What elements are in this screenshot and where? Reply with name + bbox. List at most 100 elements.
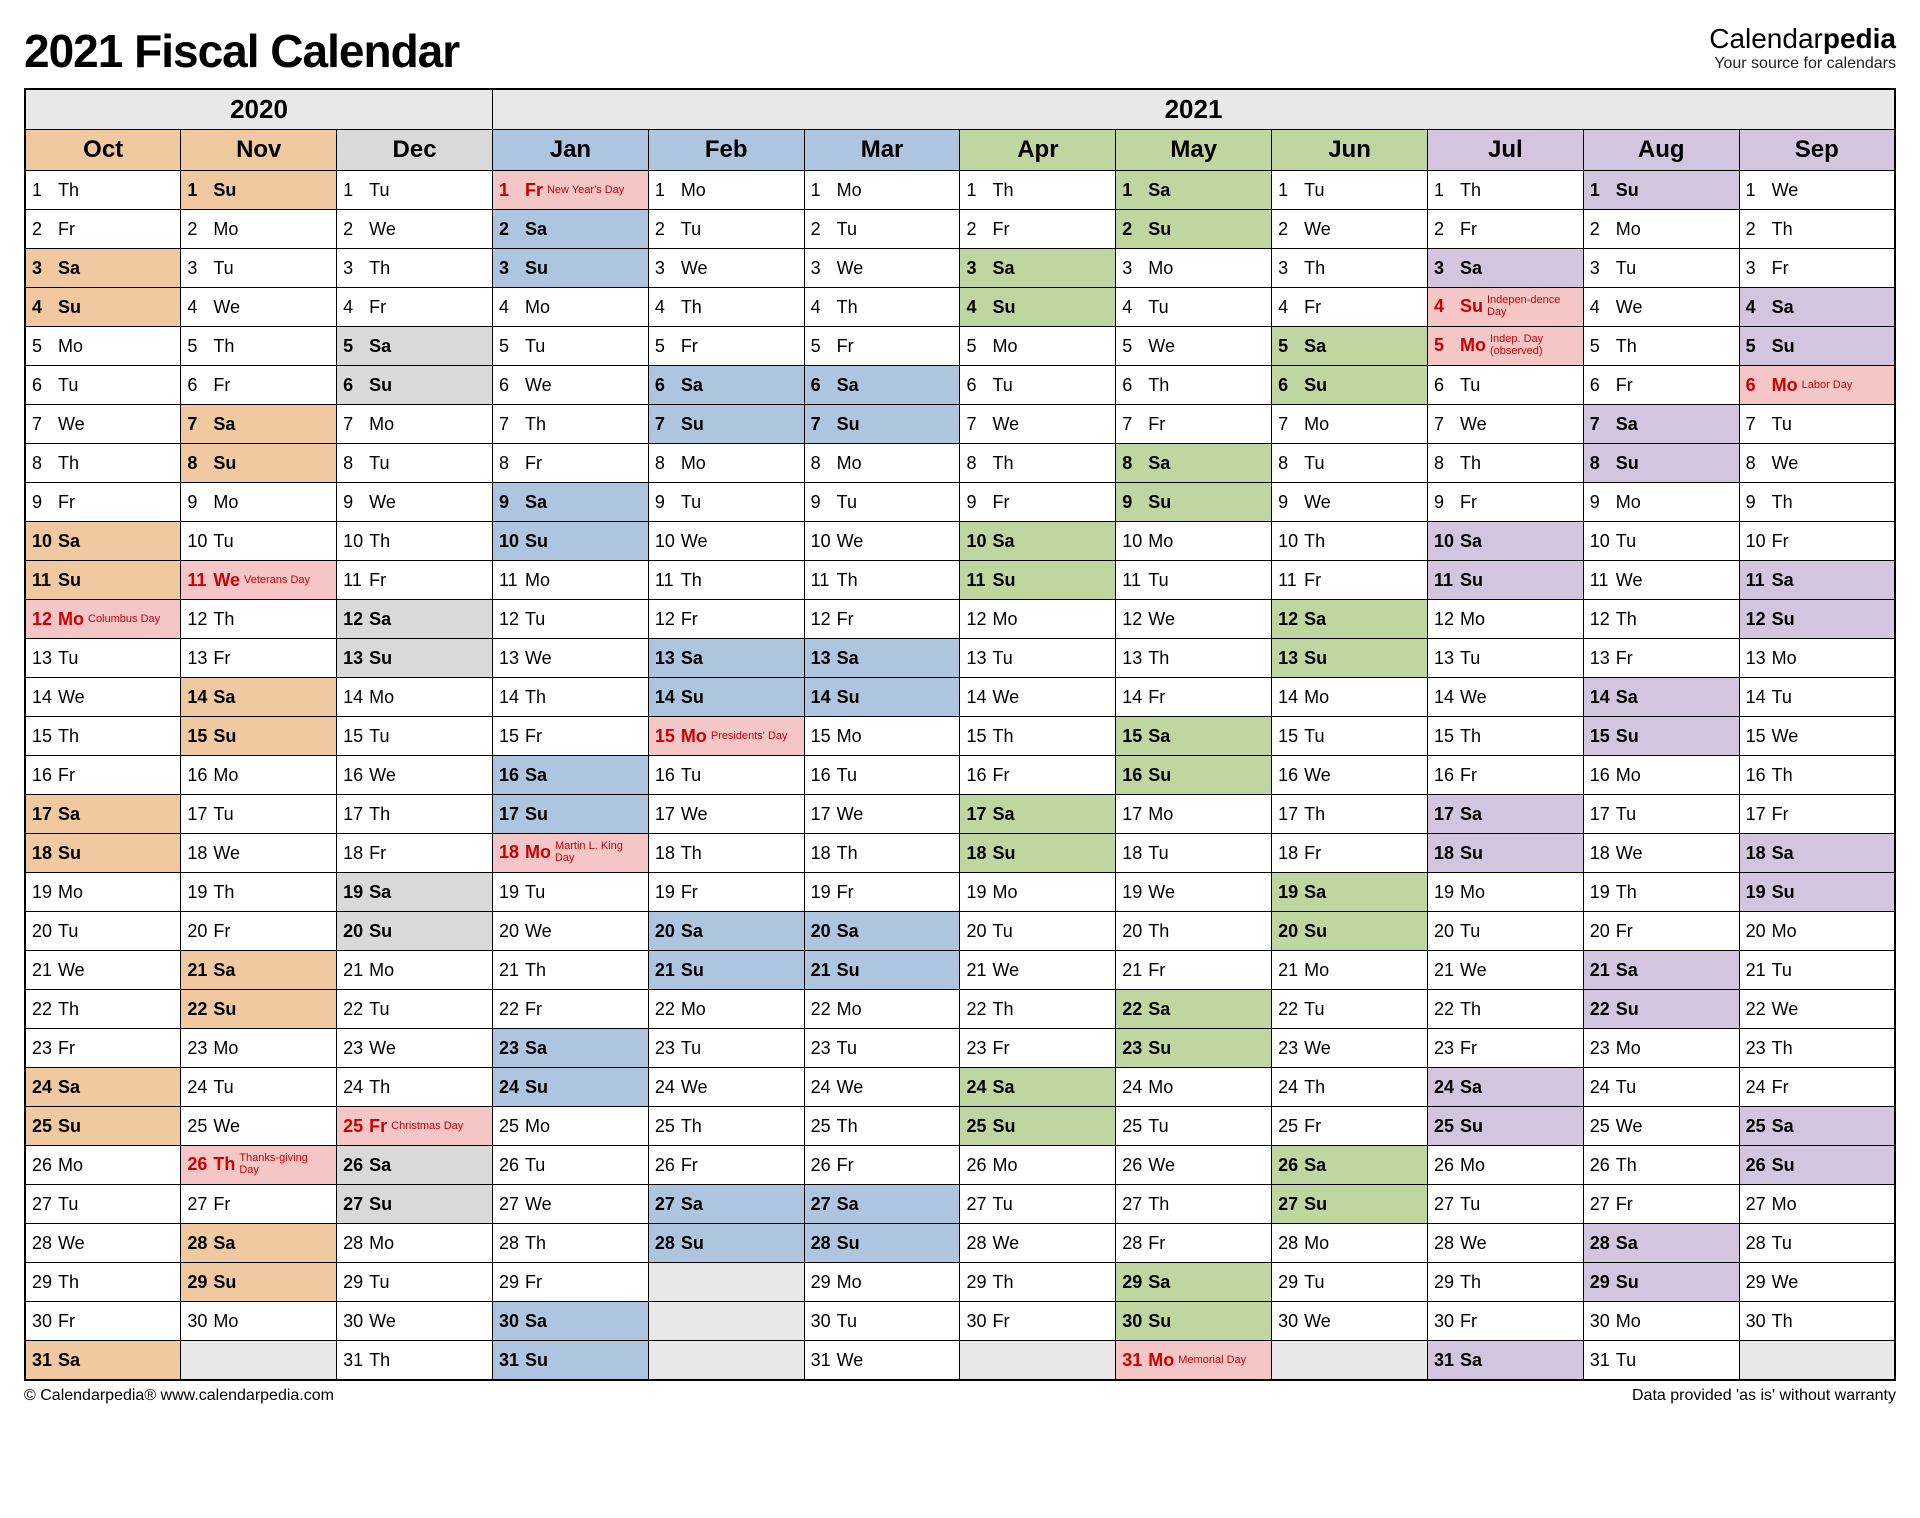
day-abbr: Mo bbox=[525, 842, 551, 863]
day-abbr: Tu bbox=[58, 921, 78, 942]
day-abbr: Sa bbox=[681, 375, 703, 396]
day-number: 1 bbox=[811, 180, 837, 201]
day-number: 6 bbox=[1122, 375, 1148, 396]
day-cell: 16Su bbox=[1116, 756, 1272, 795]
day-abbr: Fr bbox=[1616, 1194, 1633, 1215]
day-number: 14 bbox=[499, 687, 525, 708]
day-abbr: Tu bbox=[1616, 258, 1636, 279]
day-number: 8 bbox=[1590, 453, 1616, 474]
day-cell: 8Sa bbox=[1116, 444, 1272, 483]
day-number: 30 bbox=[1590, 1311, 1616, 1332]
day-cell: 15We bbox=[1739, 717, 1895, 756]
day-abbr: Su bbox=[1772, 882, 1795, 903]
holiday-label: Indepen-dence Day bbox=[1487, 295, 1567, 318]
day-number: 25 bbox=[1278, 1116, 1304, 1137]
day-abbr: Sa bbox=[1616, 687, 1638, 708]
day-abbr: Th bbox=[525, 1233, 546, 1254]
day-number: 3 bbox=[343, 258, 369, 279]
day-cell: 7Sa bbox=[1583, 405, 1739, 444]
day-cell: 21Sa bbox=[181, 951, 337, 990]
day-number: 27 bbox=[1746, 1194, 1772, 1215]
day-cell: 26Tu bbox=[492, 1146, 648, 1185]
day-abbr: Tu bbox=[369, 180, 389, 201]
day-abbr: Su bbox=[681, 1233, 704, 1254]
day-cell: 19Mo bbox=[25, 873, 181, 912]
day-number: 22 bbox=[655, 999, 681, 1020]
day-cell: 21Mo bbox=[1272, 951, 1428, 990]
day-number: 5 bbox=[1278, 336, 1304, 357]
day-abbr: Tu bbox=[681, 492, 701, 513]
day-cell: 8Su bbox=[181, 444, 337, 483]
day-number: 17 bbox=[1122, 804, 1148, 825]
month-header-row: OctNovDecJanFebMarAprMayJunJulAugSep bbox=[25, 130, 1895, 171]
day-cell: 30Fr bbox=[25, 1302, 181, 1341]
day-cell: 15Th bbox=[25, 717, 181, 756]
day-abbr: We bbox=[525, 648, 552, 669]
brand-name: Calendarpedia bbox=[1709, 24, 1896, 55]
day-cell: 17Mo bbox=[1116, 795, 1272, 834]
day-cell: 10Tu bbox=[181, 522, 337, 561]
day-number: 20 bbox=[1122, 921, 1148, 942]
holiday-label: Labor Day bbox=[1802, 380, 1853, 392]
holiday-label: Indep. Day (observed) bbox=[1490, 334, 1570, 357]
day-abbr: Sa bbox=[369, 882, 391, 903]
day-abbr: Tu bbox=[1148, 570, 1168, 591]
day-cell: 1Mo bbox=[804, 171, 960, 210]
day-abbr: Mo bbox=[1772, 648, 1797, 669]
day-cell: 18Su bbox=[960, 834, 1116, 873]
calendar-row: 5Mo5Th5Sa5Tu5Fr5Fr5Mo5We5Sa5MoIndep. Day… bbox=[25, 327, 1895, 366]
day-cell: 6Th bbox=[1116, 366, 1272, 405]
day-cell: 26Mo bbox=[960, 1146, 1116, 1185]
day-abbr: Sa bbox=[213, 1233, 235, 1254]
day-abbr: Su bbox=[1616, 999, 1639, 1020]
day-abbr: Tu bbox=[992, 1194, 1012, 1215]
day-number: 27 bbox=[811, 1194, 837, 1215]
day-cell: 18We bbox=[181, 834, 337, 873]
day-abbr: Tu bbox=[525, 882, 545, 903]
day-number: 24 bbox=[811, 1077, 837, 1098]
day-number: 16 bbox=[655, 765, 681, 786]
day-cell: 26Fr bbox=[804, 1146, 960, 1185]
day-number: 10 bbox=[1278, 531, 1304, 552]
day-cell: 17Sa bbox=[25, 795, 181, 834]
day-abbr: Su bbox=[213, 1272, 236, 1293]
day-number: 21 bbox=[1590, 960, 1616, 981]
day-number: 28 bbox=[966, 1233, 992, 1254]
day-number: 22 bbox=[32, 999, 58, 1020]
day-number: 28 bbox=[1434, 1233, 1460, 1254]
day-number: 22 bbox=[499, 999, 525, 1020]
day-number: 10 bbox=[966, 531, 992, 552]
day-number: 12 bbox=[811, 609, 837, 630]
day-number: 19 bbox=[187, 882, 213, 903]
day-number: 27 bbox=[499, 1194, 525, 1215]
day-abbr: Su bbox=[525, 1350, 548, 1371]
day-cell: 14Su bbox=[804, 678, 960, 717]
day-number: 12 bbox=[1434, 609, 1460, 630]
day-number: 17 bbox=[499, 804, 525, 825]
day-cell: 25Mo bbox=[492, 1107, 648, 1146]
day-abbr: Sa bbox=[1304, 1155, 1326, 1176]
day-cell: 2Tu bbox=[804, 210, 960, 249]
day-number: 13 bbox=[187, 648, 213, 669]
day-cell: 8Tu bbox=[1272, 444, 1428, 483]
day-abbr: Th bbox=[58, 1272, 79, 1293]
day-cell: 12MoColumbus Day bbox=[25, 600, 181, 639]
day-number: 16 bbox=[811, 765, 837, 786]
day-abbr: Tu bbox=[1616, 531, 1636, 552]
day-number: 14 bbox=[655, 687, 681, 708]
day-abbr: Th bbox=[1616, 882, 1637, 903]
day-number: 12 bbox=[966, 609, 992, 630]
day-number: 25 bbox=[187, 1116, 213, 1137]
day-abbr: Mo bbox=[213, 492, 238, 513]
day-number: 11 bbox=[499, 570, 525, 591]
day-number: 22 bbox=[1746, 999, 1772, 1020]
day-abbr: Mo bbox=[681, 180, 706, 201]
day-abbr: We bbox=[213, 1116, 240, 1137]
day-cell: 19Fr bbox=[804, 873, 960, 912]
day-abbr: We bbox=[1616, 843, 1643, 864]
day-cell: 13Tu bbox=[25, 639, 181, 678]
day-abbr: We bbox=[369, 219, 396, 240]
day-number: 20 bbox=[1590, 921, 1616, 942]
day-number: 19 bbox=[1746, 882, 1772, 903]
day-cell: 19Su bbox=[1739, 873, 1895, 912]
